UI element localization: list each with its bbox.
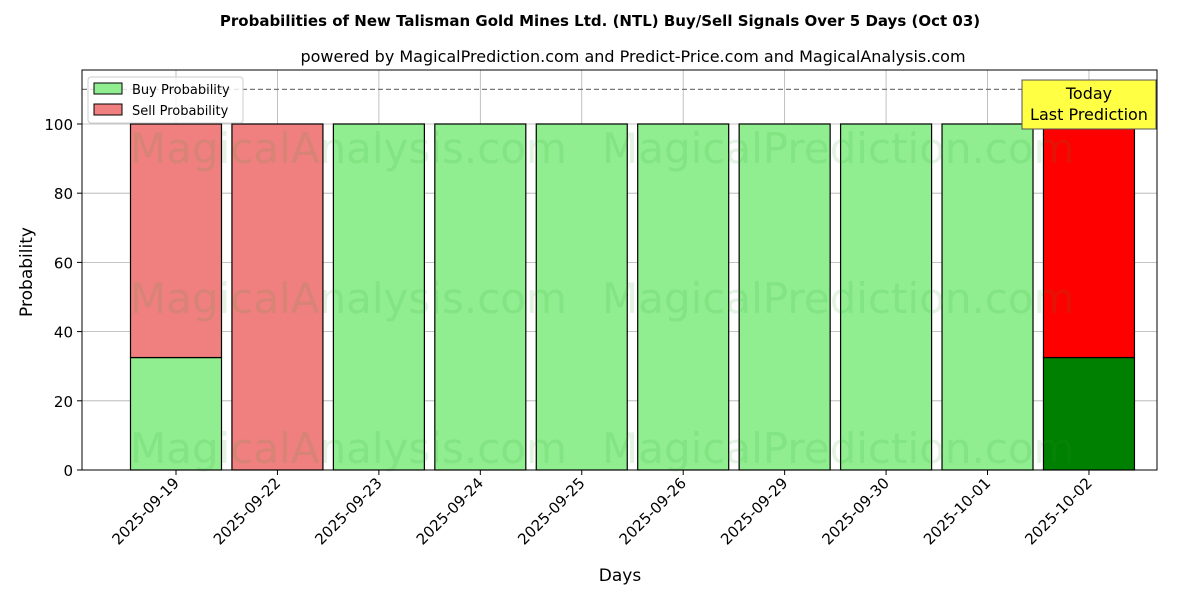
sell-bar — [129, 123, 223, 359]
watermark: MagicalAnalysis.com — [130, 124, 567, 173]
y-tick-label: 20 — [54, 393, 73, 411]
legend: Buy Probability Sell Probability — [87, 76, 244, 124]
y-axis-label: Probability — [17, 227, 37, 317]
buy-bar — [738, 123, 831, 471]
x-tick-label: 2025-09-19 — [108, 474, 182, 548]
annotation-line1: Today — [1065, 84, 1112, 103]
x-tick-label: 2025-10-01 — [920, 474, 994, 548]
x-axis-label: Days — [599, 566, 642, 586]
x-tick-label: 2025-10-02 — [1021, 474, 1095, 548]
legend-label-buy: Buy Probability — [132, 83, 230, 98]
buy-bar — [941, 123, 1034, 471]
sell-bar — [231, 123, 324, 471]
legend-swatch-buy — [93, 82, 123, 95]
x-tick-label: 2025-09-25 — [514, 474, 588, 548]
buy-bar — [839, 123, 933, 471]
x-tick-label: 2025-09-30 — [819, 474, 893, 548]
x-tick-label: 2025-09-23 — [311, 474, 385, 548]
watermark: MagicalPrediction.com — [602, 124, 1075, 173]
buy-bar — [129, 356, 223, 471]
watermark: MagicalAnalysis.com — [130, 424, 567, 473]
y-tick-label: 0 — [63, 462, 73, 480]
watermark: MagicalAnalysis.com — [130, 274, 567, 323]
buy-bar — [434, 123, 527, 471]
x-tick-label: 2025-09-29 — [717, 474, 791, 548]
y-tick-label: 40 — [54, 324, 73, 342]
y-tick-label: 60 — [54, 254, 73, 272]
x-tick-label: 2025-09-26 — [616, 474, 690, 548]
today-annotation: Today Last Prediction — [1021, 79, 1157, 130]
watermark: MagicalPrediction.com — [602, 274, 1075, 323]
chart-title: Probabilities of New Talisman Gold Mines… — [220, 12, 980, 30]
buy-bar — [332, 123, 425, 471]
x-tick-label: 2025-09-22 — [210, 474, 284, 548]
x-tick-label: 2025-09-24 — [413, 474, 487, 548]
y-tick-label: 80 — [54, 185, 73, 203]
legend-label-sell: Sell Probability — [132, 104, 229, 119]
legend-swatch-sell — [93, 103, 123, 116]
annotation-line2: Last Prediction — [1030, 105, 1148, 124]
watermark: MagicalPrediction.com — [602, 424, 1075, 473]
plot-frame — [81, 69, 1158, 471]
buy-bar — [535, 123, 628, 471]
chart-subtitle: powered by MagicalPrediction.com and Pre… — [300, 47, 965, 66]
y-tick-label: 100 — [44, 116, 73, 134]
